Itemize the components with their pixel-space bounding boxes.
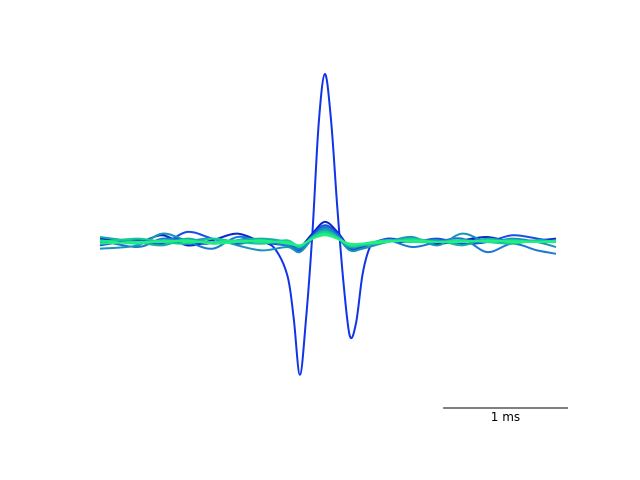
- waveform-trace-3: [99, 224, 557, 252]
- scale-bar-label: 1 ms: [491, 410, 520, 424]
- trace-layer: [99, 72, 557, 376]
- waveform-trace-9: [99, 234, 556, 247]
- waveform-trace-5: [99, 227, 557, 254]
- scale-bar: 1 ms: [443, 407, 568, 424]
- waveform-trace-4: [99, 225, 557, 255]
- waveform-trace-1: [99, 72, 557, 376]
